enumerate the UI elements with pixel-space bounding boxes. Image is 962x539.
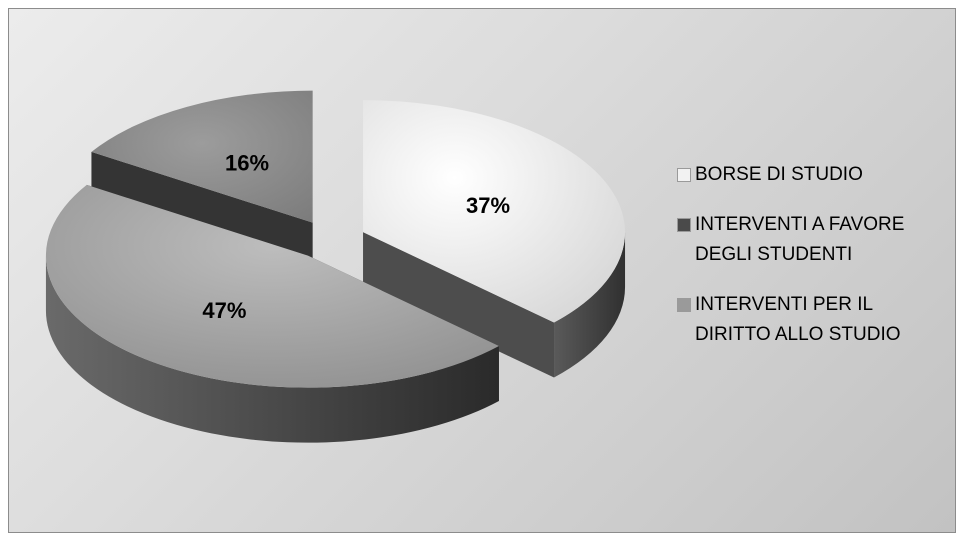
pie-data-label: 16% xyxy=(225,150,269,175)
pie-slice-top xyxy=(363,100,626,323)
pie-slice xyxy=(45,184,499,443)
pie-slice-cut-face xyxy=(363,232,555,378)
legend-item-borse-di-studio: BORSE DI STUDIO xyxy=(675,160,945,190)
legend: BORSE DI STUDIO INTERVENTI A FAVORE DEGL… xyxy=(675,160,945,370)
pie-slice-side xyxy=(554,232,626,378)
pie-data-label: 47% xyxy=(202,298,246,323)
legend-item-interventi-a-favore: INTERVENTI A FAVORE DEGLI STUDENTI xyxy=(675,210,945,270)
pie-slice xyxy=(363,100,626,378)
pie-data-label: 37% xyxy=(466,193,510,218)
legend-swatch-icon xyxy=(677,168,691,182)
legend-swatch-icon xyxy=(677,218,691,232)
pie-slice-top xyxy=(91,90,313,223)
legend-label: BORSE DI STUDIO xyxy=(695,164,863,185)
pie-slice-top xyxy=(45,184,499,388)
legend-label: INTERVENTI PER IL DIRITTO ALLO STUDIO xyxy=(695,294,901,345)
legend-swatch-icon xyxy=(677,298,691,312)
pie-slice-side xyxy=(45,255,499,443)
legend-label: INTERVENTI A FAVORE DEGLI STUDENTI xyxy=(695,214,905,265)
legend-item-interventi-diritto-studio: INTERVENTI PER IL DIRITTO ALLO STUDIO xyxy=(675,290,945,350)
